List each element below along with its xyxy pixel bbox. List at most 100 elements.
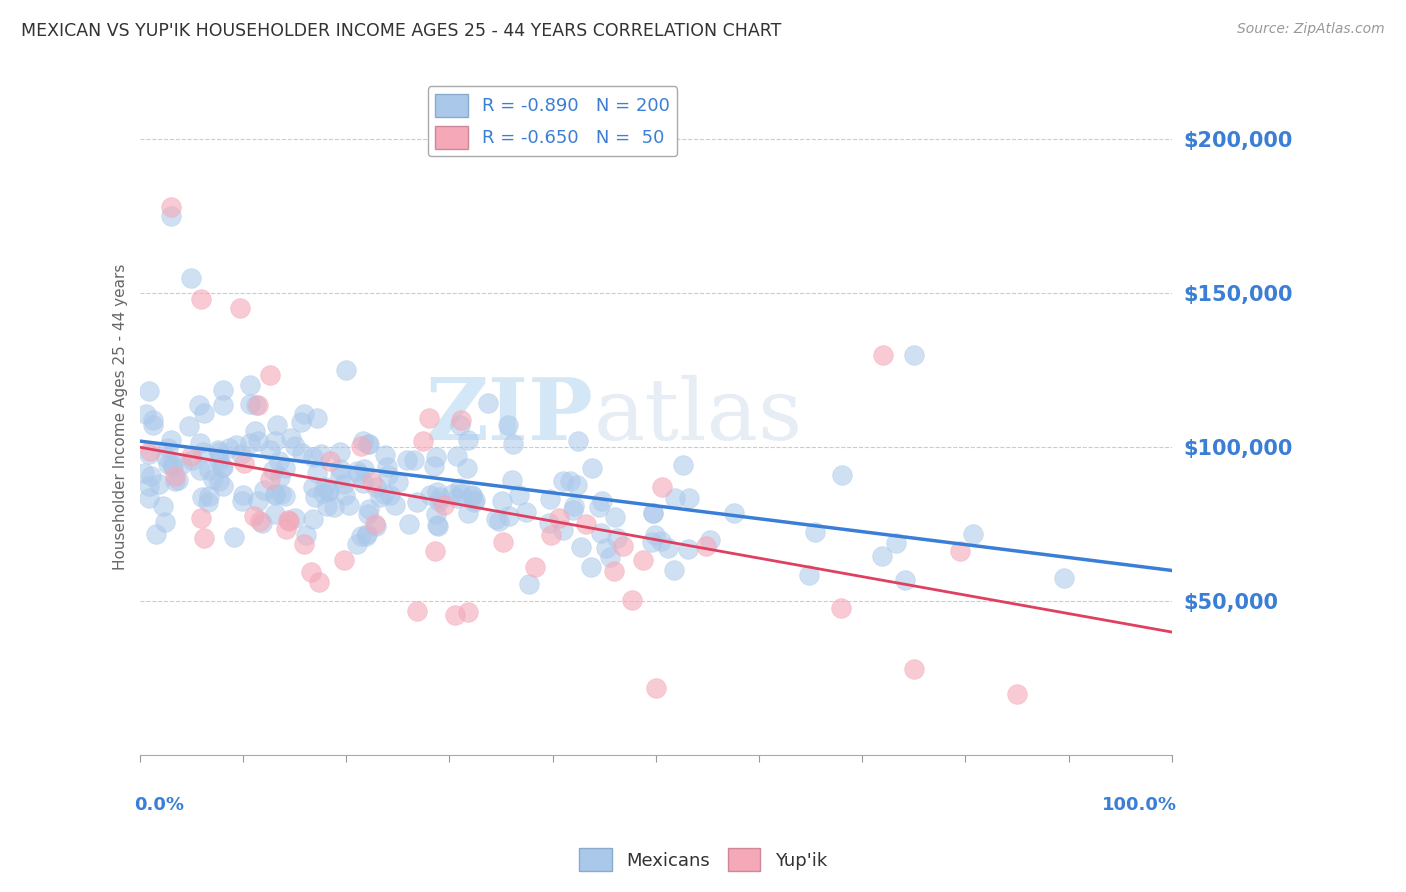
Point xyxy=(519,577,541,591)
Point xyxy=(269,469,291,483)
Point xyxy=(831,467,853,482)
Point xyxy=(208,474,231,488)
Point xyxy=(419,488,441,502)
Point xyxy=(346,537,368,551)
Point xyxy=(446,449,468,463)
Point xyxy=(323,500,346,514)
Point xyxy=(949,544,972,558)
Point xyxy=(457,433,479,447)
Point xyxy=(797,567,820,582)
Point xyxy=(198,489,221,503)
Point xyxy=(218,441,240,455)
Point xyxy=(207,443,229,458)
Point xyxy=(141,469,163,483)
Point xyxy=(423,544,446,558)
Point xyxy=(295,528,318,542)
Point xyxy=(353,462,375,476)
Point xyxy=(373,487,395,501)
Point xyxy=(1005,687,1028,701)
Point xyxy=(422,458,444,473)
Point xyxy=(567,434,589,448)
Point xyxy=(723,507,745,521)
Point xyxy=(599,550,621,565)
Point xyxy=(243,508,266,523)
Point xyxy=(190,510,212,524)
Point xyxy=(354,528,377,542)
Point xyxy=(278,514,301,528)
Point xyxy=(491,494,513,508)
Point xyxy=(508,488,530,502)
Point xyxy=(446,491,468,506)
Point xyxy=(163,474,186,488)
Point xyxy=(252,516,274,531)
Point xyxy=(305,467,328,481)
Point xyxy=(425,507,447,521)
Point xyxy=(231,494,253,508)
Point xyxy=(962,527,984,541)
Point xyxy=(588,500,610,515)
Point xyxy=(266,417,288,432)
Point xyxy=(188,398,211,412)
Point xyxy=(425,450,447,465)
Point xyxy=(188,436,211,450)
Point xyxy=(429,490,451,504)
Point xyxy=(302,512,325,526)
Point xyxy=(352,434,374,448)
Point xyxy=(440,486,463,500)
Point xyxy=(333,477,356,491)
Point xyxy=(398,516,420,531)
Point xyxy=(631,553,654,567)
Point xyxy=(461,489,484,503)
Point xyxy=(449,481,471,495)
Point xyxy=(167,473,190,487)
Point xyxy=(605,510,627,524)
Point xyxy=(581,461,603,475)
Point xyxy=(405,604,427,618)
Point xyxy=(537,516,560,531)
Point xyxy=(231,446,253,460)
Point xyxy=(426,518,449,533)
Point xyxy=(477,396,499,410)
Legend: Mexicans, Yup'ik: Mexicans, Yup'ik xyxy=(572,841,834,879)
Point xyxy=(225,438,247,452)
Point xyxy=(444,608,467,623)
Point xyxy=(138,384,160,398)
Point xyxy=(233,457,256,471)
Point xyxy=(457,506,479,520)
Point xyxy=(464,492,486,507)
Point xyxy=(212,398,235,412)
Point xyxy=(274,461,297,475)
Point xyxy=(387,475,409,490)
Point xyxy=(202,472,225,486)
Point xyxy=(515,505,537,519)
Point xyxy=(872,348,894,362)
Point xyxy=(426,485,449,500)
Point xyxy=(262,463,284,477)
Point xyxy=(318,483,340,498)
Point xyxy=(208,445,231,459)
Point xyxy=(276,523,298,537)
Text: Source: ZipAtlas.com: Source: ZipAtlas.com xyxy=(1237,22,1385,37)
Point xyxy=(290,416,312,430)
Point xyxy=(208,454,231,468)
Point xyxy=(314,479,336,493)
Point xyxy=(406,495,429,509)
Point xyxy=(595,541,617,556)
Point xyxy=(501,473,523,487)
Point xyxy=(274,489,297,503)
Point xyxy=(245,424,267,438)
Point xyxy=(249,514,271,528)
Point xyxy=(162,459,184,474)
Point xyxy=(357,437,380,451)
Point xyxy=(269,454,291,468)
Point xyxy=(569,540,592,554)
Point xyxy=(1053,571,1076,585)
Point xyxy=(903,662,925,676)
Point xyxy=(211,459,233,474)
Point xyxy=(662,563,685,577)
Point xyxy=(153,515,176,529)
Point xyxy=(641,506,664,520)
Point xyxy=(357,507,380,521)
Point xyxy=(450,418,472,433)
Point xyxy=(364,518,387,533)
